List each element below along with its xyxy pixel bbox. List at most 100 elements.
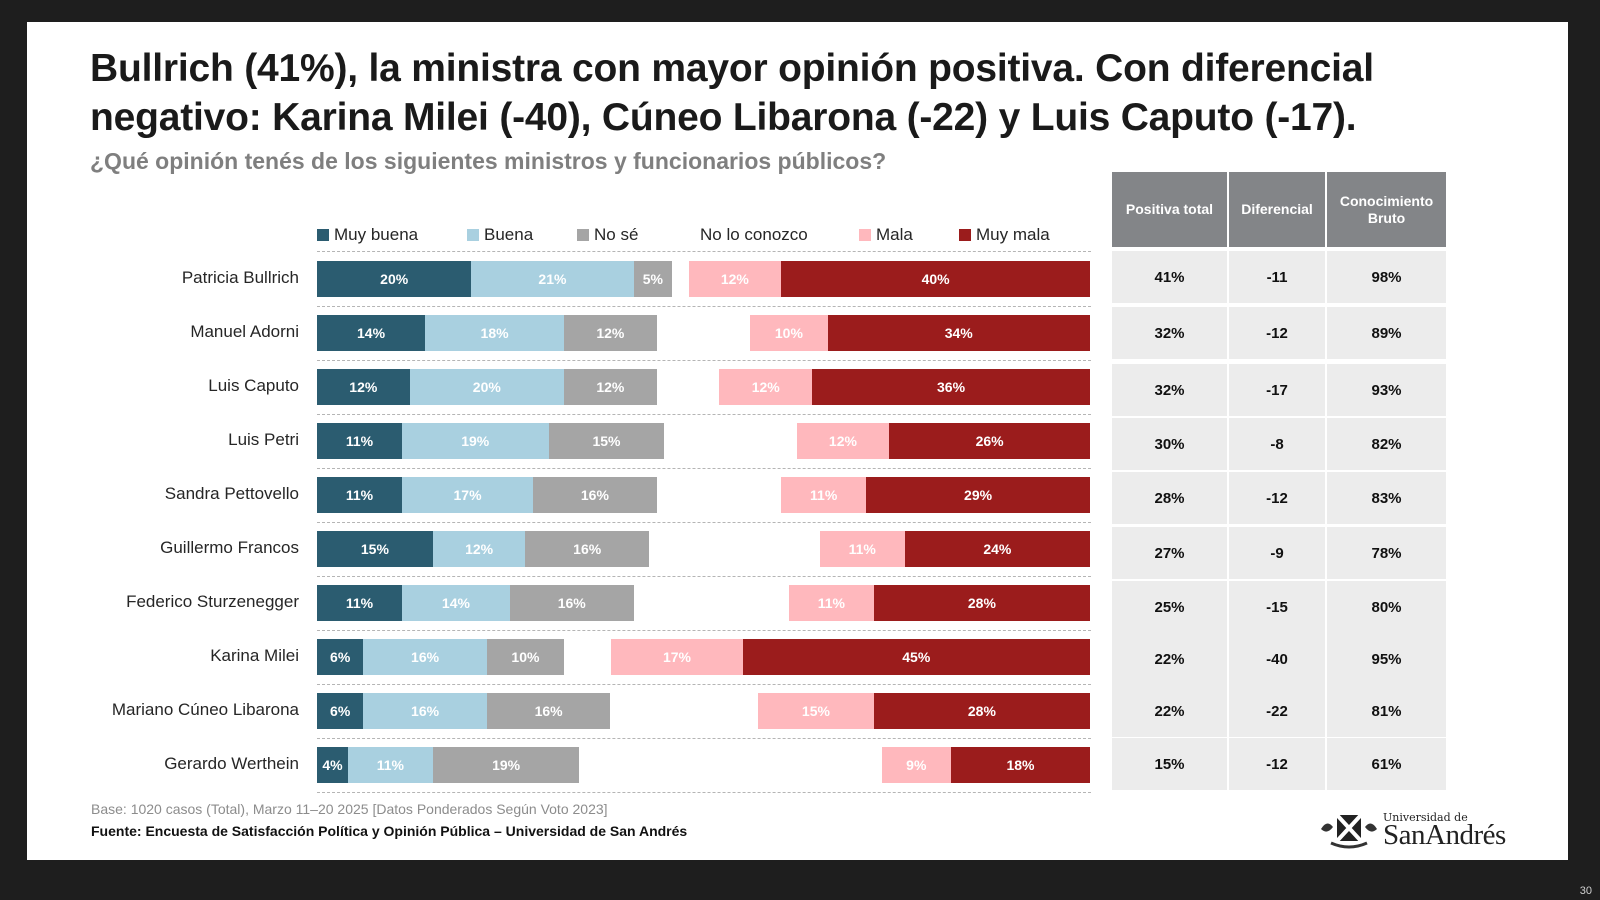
- bar-segment-buena: 21%: [471, 261, 634, 297]
- row-divider: [317, 414, 1091, 415]
- bar-segment-buena: 17%: [401, 477, 534, 513]
- category-label: Luis Caputo: [208, 376, 299, 395]
- legend-label: Muy buena: [334, 225, 419, 244]
- table-cell: 25%: [1112, 581, 1227, 633]
- bar-segment-mala: 12%: [719, 369, 813, 405]
- category-label: Guillermo Francos: [160, 538, 299, 557]
- bar-segment-buena: 18%: [425, 315, 565, 351]
- row-divider: [317, 630, 1091, 631]
- bar-segment-mala: 11%: [781, 477, 867, 513]
- bar-segment-muy-buena: 20%: [317, 261, 472, 297]
- bar-segment-mala: 11%: [819, 531, 905, 567]
- legend-label: Mala: [876, 225, 913, 244]
- table-cell: 80%: [1327, 581, 1446, 633]
- crest-icon: [1321, 813, 1377, 849]
- table-cell: 30%: [1112, 418, 1227, 470]
- bar-segment-muy-buena: 6%: [317, 693, 364, 729]
- table-cell: 27%: [1112, 527, 1227, 579]
- legend-item-buena: Buena: [467, 225, 533, 245]
- legend-swatch: [859, 229, 871, 241]
- legend-label: No lo conozco: [700, 225, 808, 244]
- table-cell: 89%: [1327, 307, 1446, 359]
- table-header: Positiva total: [1112, 172, 1227, 247]
- bar-segment-buena: 12%: [432, 531, 526, 567]
- category-label: Sandra Pettovello: [164, 484, 299, 503]
- slide-subtitle: ¿Qué opinión tenés de los siguientes min…: [90, 148, 887, 174]
- legend-item-muy-buena: Muy buena: [317, 225, 418, 245]
- bar-segment-muy-mala: 36%: [812, 369, 1090, 405]
- bar-segment-buena: 20%: [409, 369, 565, 405]
- table-cell: -8: [1229, 418, 1325, 470]
- bar-segment-muy-mala: 28%: [873, 585, 1090, 621]
- table-cell: 81%: [1327, 685, 1446, 737]
- table-cell: 22%: [1112, 633, 1227, 685]
- bar-segment-buena: 16%: [363, 693, 487, 729]
- bar-segment-muy-buena: 11%: [317, 585, 402, 621]
- bar-segment-muy-mala: 40%: [781, 261, 1090, 297]
- row-divider: [317, 251, 1091, 252]
- bar-segment-muy-mala: 28%: [873, 693, 1090, 729]
- bar-segment-mala: 12%: [688, 261, 782, 297]
- table-cell: 95%: [1327, 633, 1446, 685]
- slide: Bullrich (41%), la ministra con mayor op…: [27, 22, 1568, 860]
- table-cell: 22%: [1112, 685, 1227, 737]
- legend-swatch: [577, 229, 589, 241]
- legend-item-no-lo-conozco: No lo conozco: [700, 225, 808, 245]
- row-divider: [317, 360, 1091, 361]
- bar-segment-no-se: 12%: [564, 369, 657, 405]
- bar-segment-no-se: 16%: [486, 693, 611, 729]
- table-cell: -9: [1229, 527, 1325, 579]
- row-divider: [317, 522, 1091, 523]
- bar-segment-no-se: 10%: [486, 639, 565, 675]
- table-cell: -15: [1229, 581, 1325, 633]
- legend-swatch: [959, 229, 971, 241]
- legend-item-no-se: No sé: [577, 225, 638, 245]
- bar-segment-muy-mala: 45%: [742, 639, 1090, 675]
- bar-segment-muy-buena: 14%: [317, 315, 426, 351]
- source-note: Fuente: Encuesta de Satisfacción Polític…: [91, 823, 688, 839]
- bar-segment-muy-buena: 11%: [317, 477, 402, 513]
- category-label: Gerardo Werthein: [164, 754, 299, 773]
- table-cell: 41%: [1112, 251, 1227, 303]
- table-cell: 61%: [1327, 738, 1446, 790]
- bar-segment-no-se: 5%: [633, 261, 673, 297]
- legend-label: Muy mala: [976, 225, 1050, 244]
- table-cell: 28%: [1112, 472, 1227, 524]
- row-divider: [317, 306, 1091, 307]
- legend-item-mala: Mala: [859, 225, 913, 245]
- bar-segment-mala: 9%: [881, 747, 952, 783]
- row-divider: [317, 684, 1091, 685]
- table-cell: 32%: [1112, 307, 1227, 359]
- bar-segment-no-se: 12%: [564, 315, 657, 351]
- category-label: Patricia Bullrich: [181, 268, 299, 287]
- table-header: Diferencial: [1229, 172, 1325, 247]
- table-cell: -11: [1229, 251, 1325, 303]
- table-cell: -22: [1229, 685, 1325, 737]
- university-logo: Universidad de SanAndrés: [1317, 809, 1527, 851]
- bar-segment-mala: 15%: [758, 693, 874, 729]
- bar-segment-no-se: 15%: [548, 423, 665, 459]
- bar-segment-muy-mala: 18%: [951, 747, 1090, 783]
- category-label: Manuel Adorni: [190, 322, 299, 341]
- table-cell: -12: [1229, 472, 1325, 524]
- bar-segment-buena: 14%: [401, 585, 510, 621]
- table-cell: -12: [1229, 738, 1325, 790]
- bar-segment-muy-mala: 26%: [889, 423, 1090, 459]
- bar-segment-buena: 19%: [401, 423, 549, 459]
- table-cell: 15%: [1112, 738, 1227, 790]
- table-cell: 32%: [1112, 364, 1227, 416]
- bar-segment-muy-buena: 6%: [317, 639, 364, 675]
- legend-swatch: [317, 229, 329, 241]
- table-cell: 78%: [1327, 527, 1446, 579]
- legend-label: Buena: [484, 225, 534, 244]
- category-label: Luis Petri: [228, 430, 299, 449]
- legend-swatch: [467, 229, 479, 241]
- bar-segment-muy-buena: 11%: [317, 423, 402, 459]
- table-cell: 82%: [1327, 418, 1446, 470]
- row-divider: [317, 738, 1091, 739]
- table-cell: -40: [1229, 633, 1325, 685]
- bar-segment-no-se: 16%: [510, 585, 634, 621]
- bar-segment-no-se: 19%: [432, 747, 580, 783]
- logo-caption: Universidad de: [1383, 811, 1468, 824]
- bar-segment-mala: 17%: [611, 639, 743, 675]
